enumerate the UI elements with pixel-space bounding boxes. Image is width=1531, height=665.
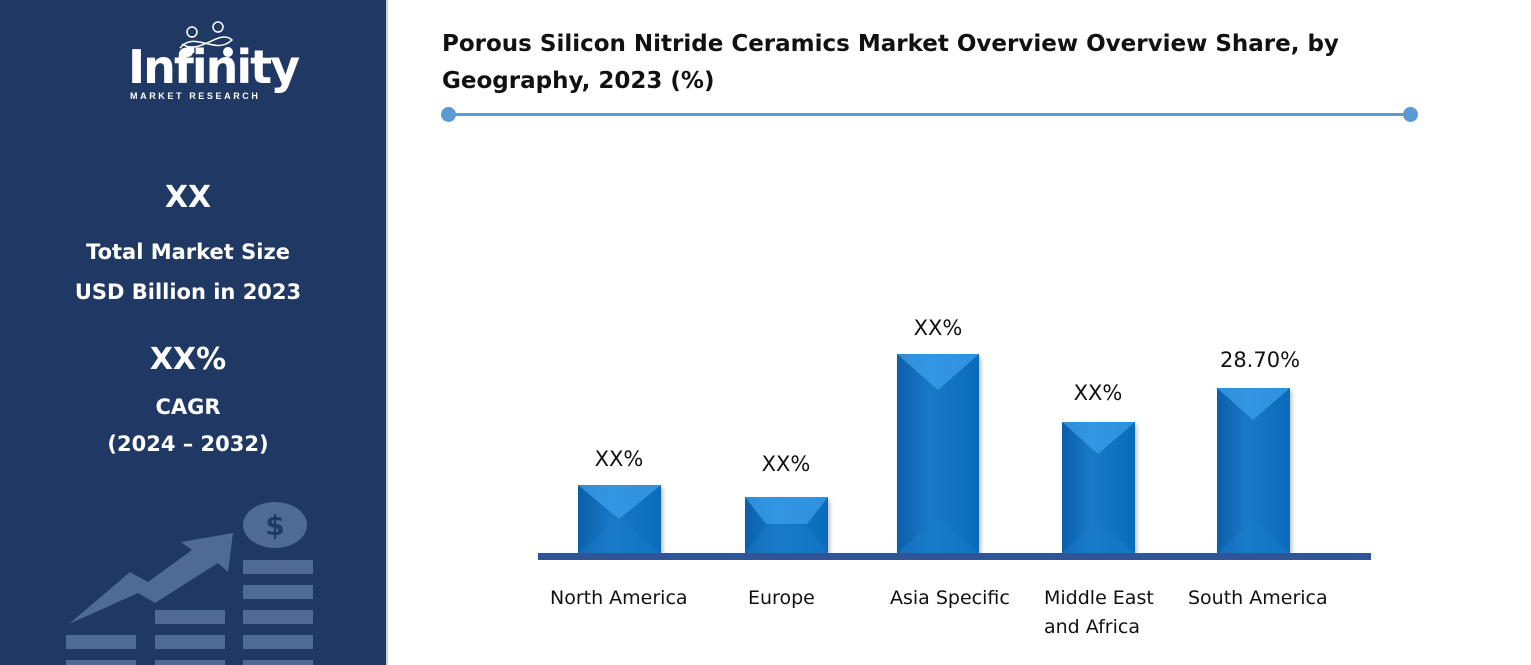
value-label: XX%: [1073, 381, 1123, 405]
title-rule: [448, 113, 1411, 116]
category-label: North America: [550, 587, 688, 609]
brand-name: Infinity: [128, 40, 300, 94]
market-size-label: Total Market Size: [86, 240, 290, 264]
bar-asia-specific: [897, 354, 979, 553]
sidebar-panel: Infinity MARKET RESEARCH XX Total Market…: [0, 0, 388, 665]
market-size-value: XX: [164, 180, 212, 215]
value-label: XX%: [761, 452, 811, 476]
bar-south-america: [1217, 388, 1290, 553]
title-rule-end-dot: [1403, 107, 1418, 122]
cagr-label: CAGR: [155, 395, 221, 419]
chart-title: Porous Silicon Nitride Ceramics Market O…: [442, 31, 1339, 94]
category-label: South America: [1188, 587, 1328, 609]
value-label: XX%: [594, 447, 644, 471]
value-label: 28.70%: [1219, 348, 1301, 372]
cagr-value: XX%: [149, 342, 227, 377]
category-label: Asia Specific: [890, 587, 1010, 609]
bar-middle-east-africa: [1062, 422, 1135, 553]
growth-chart-icon: $: [66, 502, 313, 665]
bar-europe: [745, 497, 828, 553]
brand-logo: Infinity MARKET RESEARCH: [100, 18, 300, 108]
value-label: XX%: [913, 316, 963, 340]
cagr-period: (2024 – 2032): [107, 432, 269, 456]
x-axis-line: [538, 553, 1371, 560]
category-label: Middle East and Africa: [1044, 587, 1154, 638]
brand-tagline: MARKET RESEARCH: [130, 91, 261, 101]
logo-people-icon: [179, 21, 234, 57]
market-size-unit: USD Billion in 2023: [74, 280, 302, 304]
svg-text:$: $: [265, 509, 284, 542]
bar-north-america: [578, 485, 661, 553]
category-label: Europe: [748, 587, 815, 609]
